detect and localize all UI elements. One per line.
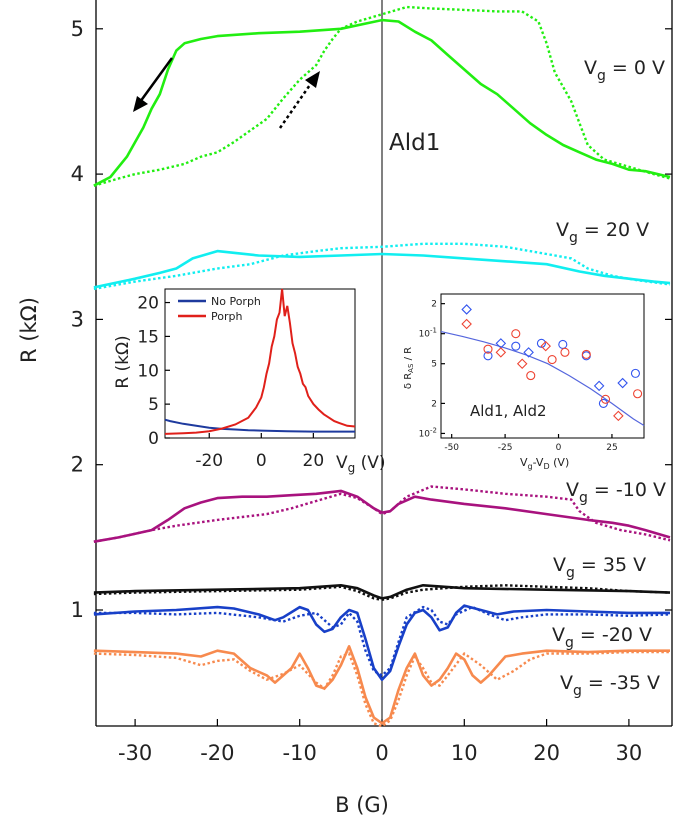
series-v-g-20-v-solid — [93, 249, 671, 289]
inset-asym-point — [511, 341, 521, 351]
main-y-axis-label: R (kΩ) — [17, 297, 41, 363]
inset-porph-x-tick-label: -20 — [195, 451, 223, 471]
inset-asym-x-axis-label: Vg-VD (V) — [520, 456, 569, 471]
main-x-tick-label: 20 — [533, 741, 560, 765]
inset-series-no-porph — [164, 418, 355, 433]
inset-porph-legend: No Porph Porph — [178, 295, 261, 323]
series-v-g-10-v-solid — [93, 489, 671, 543]
inset-series-porph — [164, 288, 356, 435]
series-label-v-g-10-v: Vg = -10 V — [566, 479, 666, 506]
sweep-up-arrow-icon — [278, 71, 320, 129]
inset-asym-point — [630, 368, 641, 378]
inset-asym-point — [523, 347, 534, 358]
inset-asym-x-tick-label: 0 — [556, 443, 562, 453]
main-x-tick-label: 10 — [451, 741, 478, 765]
inset-asym-y-tick-label: 2 — [431, 300, 437, 310]
main-y-tick-label: 5 — [71, 17, 84, 41]
inset-porph-x-tick-label: 0 — [256, 451, 267, 471]
main-x-tick-label: 0 — [375, 741, 388, 765]
series-v-g-35-v-solid — [93, 584, 671, 600]
inset-porph-y-tick-label: 5 — [148, 395, 159, 415]
inset-asym-point — [536, 338, 546, 348]
series-label-v-g-20-v: Vg = 20 V — [556, 219, 649, 246]
inset-asym-point — [526, 371, 536, 381]
inset-asym-x-tick-label: -50 — [444, 443, 459, 453]
main-x-tick-label: -30 — [118, 741, 152, 765]
inset-asym-point — [613, 410, 624, 422]
series-v-g-35-v-solid — [93, 645, 670, 725]
inset-asym-point — [495, 347, 507, 358]
main-x-tick-label: -20 — [200, 741, 234, 765]
inset-asym-y-axis-label: δ RAS / R — [403, 347, 415, 389]
inset-asym-y-tick-label: 10-1 — [419, 327, 437, 340]
legend-label-porph: Porph — [211, 310, 242, 323]
series-v-g-35-v-dotted — [93, 650, 670, 728]
main-series — [93, 5, 671, 728]
main-x-axis-label: B (G) — [335, 793, 389, 817]
inset-porph-ticks: -20 0 20 0 5 10 15 20 — [137, 294, 324, 471]
series-v-g-20-v-dotted — [93, 242, 671, 291]
series-v-g-10-v-dotted — [93, 485, 671, 543]
inset-asym-x-tick-label: 25 — [606, 443, 617, 453]
inset-asym-fit-line — [440, 331, 645, 427]
inset-asym-point — [560, 347, 570, 357]
main-y-tick-label: 1 — [71, 598, 84, 622]
inset-asym-point — [483, 351, 493, 361]
inset-asym-y-tick-label: 2 — [431, 399, 437, 409]
series-v-g-20-v-solid — [93, 604, 670, 681]
inset-asym-point — [461, 318, 472, 330]
inset-asym-series — [440, 304, 645, 427]
series-v-g-35-v-dotted — [93, 584, 671, 602]
inset-porph-y-axis-label: R (kΩ) — [113, 335, 133, 388]
main-series-labels: Vg = 0 V Vg = 20 V Vg = -10 V Vg = 35 V Vg =… — [552, 57, 666, 699]
main-y-tick-label: 4 — [71, 162, 84, 186]
inset-porph-y-tick-label: 15 — [137, 327, 159, 347]
series-v-g-0-v-dotted — [93, 5, 671, 187]
inset-porph-plot: -20 0 20 0 5 10 15 20 R (kΩ) Vg (V) No Porph Po… — [113, 288, 386, 475]
series-v-g-0-v-solid — [93, 18, 671, 187]
series-label-v-g-0-v: Vg = 0 V — [584, 57, 665, 84]
inset-asym-point — [633, 389, 643, 399]
main-y-tick-label: 3 — [71, 307, 84, 331]
inset-asym-x-tick-label: -25 — [498, 443, 513, 453]
main-x-tick-label: 30 — [616, 741, 643, 765]
inset-asym-point — [581, 349, 591, 359]
inset-porph-y-tick-label: 20 — [137, 294, 159, 314]
main-y-tick-label: 2 — [71, 453, 84, 477]
sweep-down-arrow-icon — [133, 57, 174, 112]
inset-asym-point — [516, 358, 528, 369]
inset-asym-point — [600, 394, 611, 404]
inset-asym-annotation: Ald1, Ald2 — [470, 402, 547, 420]
main-x-tick-label: -10 — [283, 741, 317, 765]
inset-porph-x-axis-label: Vg (V) — [336, 453, 386, 475]
inset-asym-point — [461, 304, 472, 315]
legend-label-no-porph: No Porph — [211, 295, 261, 308]
inset-porph-series — [164, 288, 356, 435]
inset-asym-point — [617, 377, 628, 389]
inset-asym-frame — [440, 293, 645, 439]
inset-asym-point — [483, 344, 493, 354]
inset-asym-point — [593, 380, 605, 392]
inset-asym-point — [511, 329, 521, 339]
series-label-v-g-20-v: Vg = -20 V — [552, 624, 652, 651]
sample-label: Ald1 — [389, 130, 440, 156]
inset-asym-point — [547, 355, 557, 365]
inset-asym-y-tick-label: 5 — [431, 360, 437, 370]
inset-asym-y-tick-label: 10-2 — [419, 426, 437, 439]
series-label-v-g-35-v: Vg = 35 V — [553, 554, 646, 581]
series-label-v-g-35-v: Vg = -35 V — [560, 672, 660, 699]
inset-porph-y-tick-label: 10 — [137, 361, 159, 381]
inset-porph-y-tick-label: 0 — [148, 429, 159, 449]
inset-porph-x-tick-label: 20 — [303, 451, 325, 471]
inset-asym-point — [540, 340, 551, 352]
